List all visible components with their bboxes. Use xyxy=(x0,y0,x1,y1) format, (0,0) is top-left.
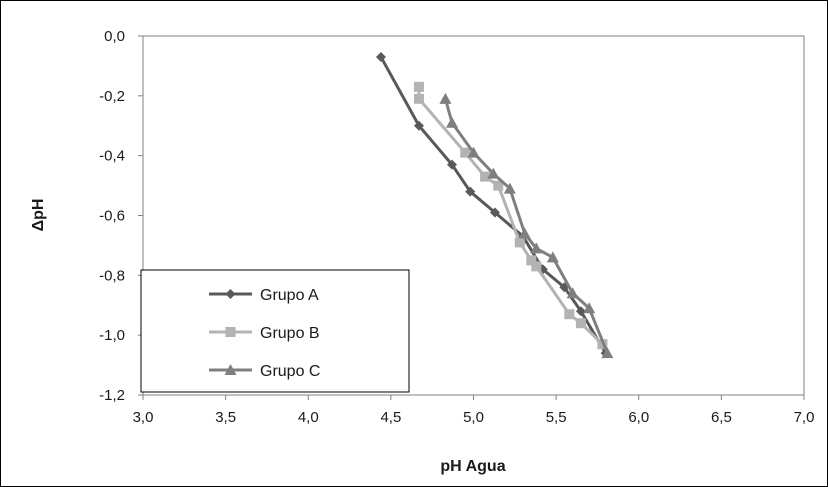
x-tick-label: 7,0 xyxy=(794,409,815,426)
x-tick-label: 6,0 xyxy=(628,409,649,426)
data-point xyxy=(601,347,614,359)
legend-marker xyxy=(225,327,236,337)
x-tick-label: 4,0 xyxy=(298,409,319,426)
y-tick-label: -1,2 xyxy=(99,387,125,404)
y-tick-label: -0,2 xyxy=(99,88,125,105)
x-tick-label: 4,5 xyxy=(380,409,401,426)
legend-item: Grupo C xyxy=(209,363,320,380)
series-grupo-c xyxy=(439,92,614,359)
legend-label: Grupo A xyxy=(260,287,319,304)
y-tick-label: 0,0 xyxy=(104,28,125,45)
data-point xyxy=(467,146,480,158)
data-point xyxy=(446,116,459,128)
data-point xyxy=(575,318,586,329)
x-tick-label: 3,5 xyxy=(215,409,236,426)
data-point xyxy=(575,306,586,317)
y-axis: 0,0 -0,2 -0,4 -0,6 -0,8 -1,0 -1,2 xyxy=(99,28,143,404)
x-axis: 3,0 3,5 4,0 4,5 5,0 5,5 6,0 6,5 7,0 xyxy=(133,395,815,426)
data-point xyxy=(413,120,424,131)
x-tick-label: 6,5 xyxy=(711,409,732,426)
data-point xyxy=(530,242,543,254)
data-point xyxy=(413,81,424,92)
data-point xyxy=(566,287,579,299)
data-point xyxy=(375,51,386,62)
data-point xyxy=(583,302,596,314)
data-point xyxy=(413,93,424,104)
data-point xyxy=(518,227,531,239)
legend-item: Grupo B xyxy=(209,325,320,342)
legend-label: Grupo B xyxy=(260,325,320,342)
data-point xyxy=(503,182,516,194)
legend-marker xyxy=(224,364,237,375)
legend-label: Grupo C xyxy=(260,363,320,380)
legend-item: Grupo A xyxy=(209,287,319,304)
data-point xyxy=(514,237,525,248)
data-point xyxy=(480,171,491,182)
series-line xyxy=(379,56,607,354)
y-tick-label: -0,8 xyxy=(99,267,125,284)
legend-box xyxy=(140,269,410,393)
data-point xyxy=(447,159,458,170)
data-point xyxy=(489,207,500,218)
series-layer xyxy=(375,51,614,359)
data-point xyxy=(546,251,559,263)
data-point xyxy=(465,186,476,197)
data-point xyxy=(526,255,537,266)
data-point xyxy=(460,147,471,158)
y-tick-label: -0,6 xyxy=(99,208,125,225)
x-tick-label: 3,0 xyxy=(133,409,154,426)
legend-marker xyxy=(225,289,236,299)
data-point xyxy=(531,261,542,272)
y-tick-label: -0,4 xyxy=(99,148,125,165)
data-point xyxy=(564,309,575,320)
data-point xyxy=(439,92,452,104)
x-tick-label: 5,0 xyxy=(463,409,484,426)
data-point xyxy=(493,180,504,191)
x-tick-label: 5,5 xyxy=(546,409,567,426)
legend: Grupo A Grupo B Grupo C xyxy=(140,269,410,393)
y-tick-label: -1,0 xyxy=(99,327,125,344)
x-axis-title: pH Agua xyxy=(440,458,505,475)
data-point xyxy=(487,167,500,179)
y-axis-title: ΔpH xyxy=(30,199,47,232)
